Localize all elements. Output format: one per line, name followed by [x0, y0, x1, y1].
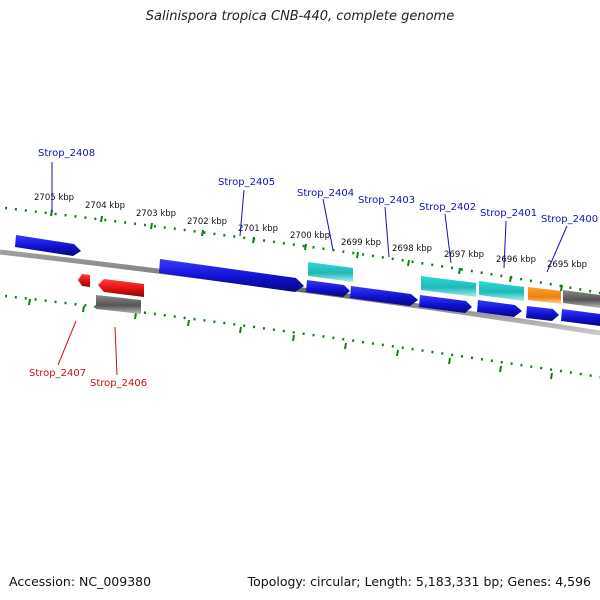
tick-label: 2695 kbp	[547, 260, 587, 270]
major-tick	[28, 298, 31, 306]
gene-feature[interactable]	[306, 280, 350, 297]
rna-gene-feature[interactable]	[308, 262, 353, 282]
gene-label: Strop_2402	[419, 202, 476, 213]
major-tick	[239, 326, 242, 334]
major-tick	[252, 236, 255, 244]
tick-label: 2697 kbp	[444, 250, 484, 260]
pseudo-gene-feature[interactable]	[96, 295, 141, 314]
tick-label: 2701 kbp	[238, 224, 278, 234]
gene-label: Strop_2403	[358, 195, 415, 206]
gene-label: Strop_2400	[541, 214, 598, 225]
major-tick	[344, 342, 347, 350]
tick-labels: 2705 kbp 2704 kbp 2703 kbp 2702 kbp 2701…	[34, 193, 587, 270]
tick-label: 2704 kbp	[85, 201, 125, 211]
pseudo-gene-feature[interactable]	[563, 290, 600, 308]
major-tick	[458, 267, 461, 275]
forward-strand-genes	[15, 235, 600, 326]
major-tick	[187, 319, 190, 327]
tick-label: 2705 kbp	[34, 193, 74, 203]
label-leaders	[51, 162, 568, 376]
gene-feature[interactable]	[78, 274, 90, 287]
rna-gene-feature[interactable]	[479, 281, 524, 301]
gene-feature[interactable]	[526, 306, 559, 321]
major-tick	[499, 365, 502, 373]
tick-label: 2703 kbp	[136, 209, 176, 219]
tick-label: 2698 kbp	[392, 244, 432, 254]
major-tick	[448, 357, 451, 365]
major-tick	[396, 349, 399, 357]
lower-tick-ring	[4, 294, 600, 380]
genome-summary-text: Topology: circular; Length: 5,183,331 bp…	[247, 574, 591, 589]
major-tick	[82, 305, 85, 313]
upper-tick-ring	[4, 206, 600, 295]
gene-feature[interactable]	[159, 259, 304, 292]
major-tick	[292, 334, 295, 342]
gene-label: Strop_2406	[90, 378, 147, 389]
tick-label: 2702 kbp	[187, 217, 227, 227]
reverse-strand-genes	[78, 274, 144, 314]
major-tick	[134, 312, 137, 320]
rna-genes	[308, 262, 600, 308]
major-tick	[304, 243, 307, 251]
gene-feature[interactable]	[561, 309, 600, 326]
gene-labels: Strop_2408 Strop_2405 Strop_2404 Strop_2…	[29, 148, 598, 389]
tick-label: 2699 kbp	[341, 238, 381, 248]
map-title: Salinispora tropica CNB-440, complete ge…	[145, 9, 455, 24]
gene-feature[interactable]	[98, 279, 144, 297]
gene-label: Strop_2405	[218, 177, 275, 188]
major-tick	[150, 222, 153, 230]
major-tick	[550, 372, 553, 380]
gene-feature[interactable]	[419, 295, 472, 313]
tick-label: 2696 kbp	[496, 255, 536, 265]
accession-text: Accession: NC_009380	[9, 574, 152, 589]
major-tick	[407, 259, 410, 267]
other-gene-feature[interactable]	[528, 287, 561, 304]
major-tick	[509, 275, 512, 283]
gene-label: Strop_2408	[38, 148, 95, 159]
rna-gene-feature[interactable]	[421, 276, 476, 297]
gene-feature[interactable]	[15, 235, 81, 256]
major-tick	[201, 229, 204, 237]
tick-label: 2700 kbp	[290, 231, 330, 241]
major-tick	[356, 251, 359, 259]
gene-feature[interactable]	[350, 286, 418, 306]
major-tick	[100, 215, 103, 223]
gene-feature[interactable]	[477, 300, 522, 317]
gene-label: Strop_2404	[297, 188, 354, 199]
gene-label: Strop_2407	[29, 368, 86, 379]
gene-label: Strop_2401	[480, 208, 537, 219]
major-tick	[560, 284, 563, 292]
